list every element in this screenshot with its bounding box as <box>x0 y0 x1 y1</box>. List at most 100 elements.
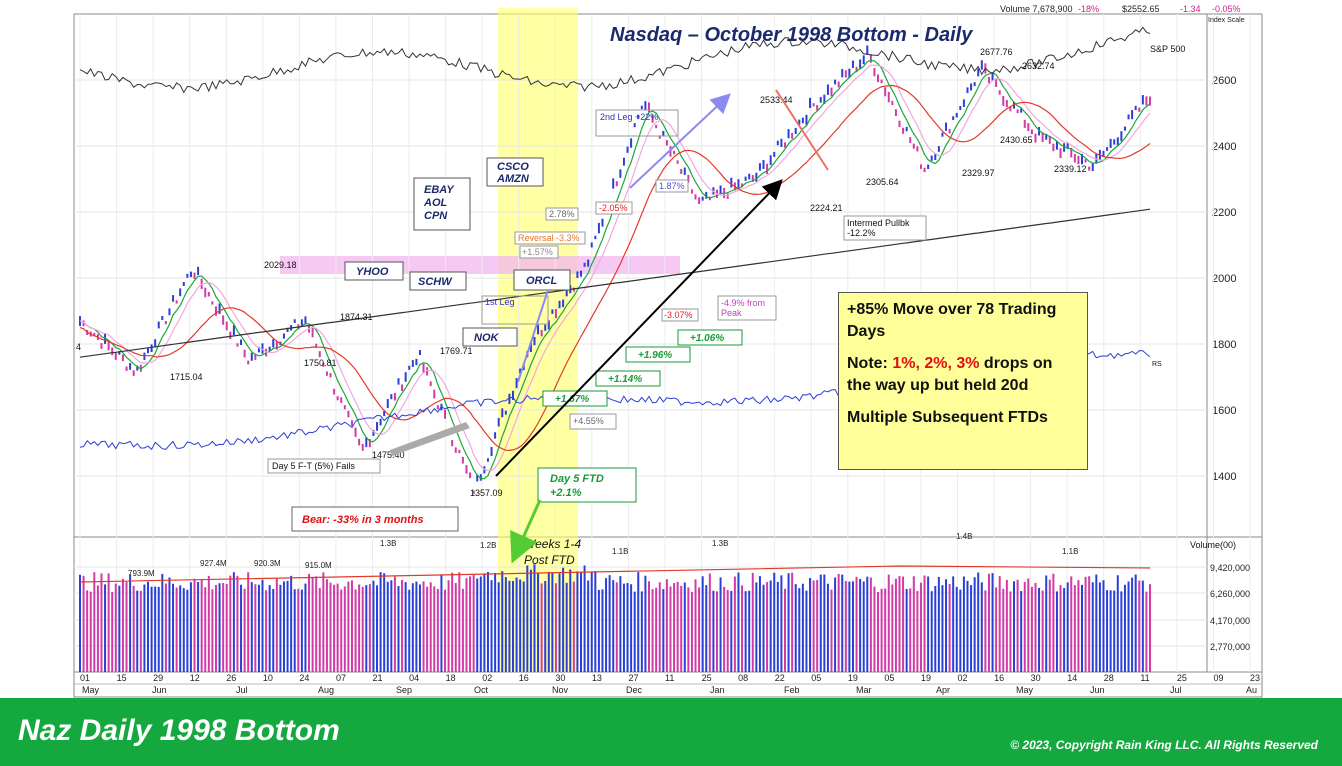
index-scale-label: Index Scale <box>1208 17 1245 24</box>
price-label: 2305.64 <box>866 177 899 187</box>
schw-label: SCHW <box>418 276 453 288</box>
day-tick-label: 07 <box>336 673 346 683</box>
yhoo-label: YHOO <box>356 266 389 278</box>
ftd-1-14: +1.14% <box>608 374 642 385</box>
price-tick-label: 1800 <box>1212 339 1236 351</box>
note-line-2-red: 1%, 2%, 3% <box>892 355 980 372</box>
day-tick-label: 25 <box>1177 673 1187 683</box>
month-tick-label: Nov <box>552 685 569 695</box>
price-tick-label: 2400 <box>1212 141 1236 153</box>
price-label: 2677.76 <box>980 47 1013 57</box>
day5-fails-label: Day 5 F-T (5%) Fails <box>272 461 355 471</box>
intermed-1: Intermed Pullbk <box>847 218 910 228</box>
volume-tick-label: 2,770,000 <box>1210 642 1250 652</box>
day-tick-label: 22 <box>775 673 785 683</box>
day-tick-label: 18 <box>446 673 456 683</box>
day-tick-label: 24 <box>299 673 309 683</box>
annotation-orcl: ORCL <box>513 269 571 291</box>
cpn-label: CPN <box>424 210 448 222</box>
header-readout: Volume 7,678,900 -18% $2552.65 -1.34 -0.… <box>1000 4 1245 24</box>
note-line-1: +85% Move over 78 Trading Days <box>847 301 1057 340</box>
month-tick-label: Au <box>1246 685 1257 695</box>
day-tick-label: 05 <box>884 673 894 683</box>
price-label: 2339.12 <box>1054 164 1087 174</box>
day-tick-label: 04 <box>409 673 419 683</box>
price-label: 1769.71 <box>440 346 473 356</box>
header-volume: Volume 7,678,900 <box>1000 4 1073 14</box>
fails-pointer <box>390 422 470 456</box>
month-tick-label: Feb <box>784 685 800 695</box>
month-tick-label: Jul <box>1170 685 1182 695</box>
second-leg-arrow <box>629 93 731 189</box>
day5-ftd-2: +2.1% <box>550 487 582 499</box>
volume-tick-label: 4,170,000 <box>1210 616 1250 626</box>
price-label: 1750.81 <box>304 358 337 368</box>
nok-label: NOK <box>474 332 500 344</box>
price-label: 2533.44 <box>760 95 793 105</box>
ma-20-line <box>79 64 1151 471</box>
sp500-label: S&P 500 <box>1150 44 1185 54</box>
weeks-label-2: Post FTD <box>524 553 575 567</box>
day-tick-label: 16 <box>994 673 1004 683</box>
header-volume-change: -18% <box>1078 4 1099 14</box>
price-tick-label: 1400 <box>1212 471 1236 483</box>
bear-label: Bear: -33% in 3 months <box>302 514 424 526</box>
price-label: 2329.97 <box>962 168 995 178</box>
price-tick-label: 2200 <box>1212 207 1236 219</box>
day-tick-label: 11 <box>1140 673 1149 683</box>
header-change: -1.34 <box>1180 4 1201 14</box>
volume-axis-label: Volume(00) <box>1190 540 1236 550</box>
from-peak-2: Peak <box>721 308 742 318</box>
annotation-csco: CSCO AMZN <box>486 157 544 187</box>
day-tick-label: 13 <box>592 673 602 683</box>
intermed-2: -12.2% <box>847 228 876 238</box>
footer-copyright: © 2023, Copyright Rain King LLC. All Rig… <box>1010 738 1318 752</box>
volume-avg-line <box>79 565 1151 583</box>
volume-label: 1.2B <box>480 541 496 550</box>
footer-banner: Naz Daily 1998 Bottom © 2023, Copyright … <box>0 698 1342 766</box>
aol-label: AOL <box>423 197 448 209</box>
day-tick-label: 25 <box>702 673 712 683</box>
header-change-pct: -0.05% <box>1212 4 1241 14</box>
day-tick-label: 09 <box>1213 673 1223 683</box>
price-tick-label: 2000 <box>1212 273 1236 285</box>
day-tick-label: 16 <box>519 673 529 683</box>
note-box: +85% Move over 78 Trading Days Note: 1%,… <box>838 292 1088 470</box>
day-tick-label: 19 <box>848 673 858 683</box>
month-tick-label: Jun <box>152 685 167 695</box>
day-tick-label: 02 <box>482 673 492 683</box>
volume-label: 1.4B <box>956 532 972 541</box>
price-label: 1357.09 <box>470 488 503 498</box>
month-tick-label: Jun <box>1090 685 1105 695</box>
first-leg-line <box>517 289 549 383</box>
weeks-label-1: Weeks 1-4 <box>524 537 581 551</box>
month-tick-label: Jul <box>236 685 248 695</box>
from-peak-1: -4.9% from <box>721 298 765 308</box>
volume-label: 1.1B <box>1062 547 1078 556</box>
day-tick-label: 30 <box>555 673 565 683</box>
price-tick-label: 2600 <box>1212 75 1236 87</box>
csco-label: CSCO <box>497 161 529 173</box>
ftd-1-06: +1.06% <box>690 333 724 344</box>
footer-title: Naz Daily 1998 Bottom <box>18 714 340 747</box>
day-tick-label: 14 <box>1067 673 1077 683</box>
ftd-boxes: +1.06% +1.96% +1.14% +1.67% +4.55% Day 5… <box>537 329 743 503</box>
orcl-label: ORCL <box>526 275 557 287</box>
month-tick-label: Mar <box>856 685 872 695</box>
month-tick-label: Apr <box>936 685 950 695</box>
month-tick-label: May <box>1016 685 1034 695</box>
note-line-2-prefix: Note: <box>847 355 893 372</box>
day-tick-label: 02 <box>958 673 968 683</box>
pct-4-55: +4.55% <box>573 416 604 426</box>
pullback-line <box>775 89 829 171</box>
pct-m2-05: -2.05% <box>599 203 628 213</box>
day-tick-label: 19 <box>921 673 931 683</box>
volume-label: 1.3B <box>380 539 396 548</box>
chart: 1400 1600 1800 2000 2200 2400 2600 01 15 29 12 26 10… <box>73 4 1263 698</box>
ma-50-line <box>79 84 1151 452</box>
volume-label: 1.3B <box>712 539 728 548</box>
reversal-label: Reversal -3.3% <box>518 233 580 243</box>
chart-title: Nasdaq – October 1998 Bottom - Daily <box>610 24 973 46</box>
month-tick-label: Oct <box>474 685 489 695</box>
left-4-label: 4 <box>76 342 81 352</box>
